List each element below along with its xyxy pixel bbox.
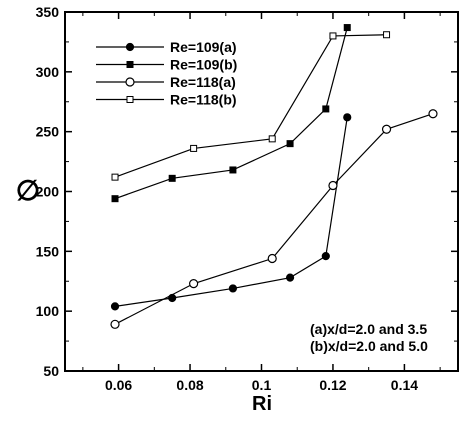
y-tick-label: 150: [36, 243, 60, 259]
legend-label: Re=118(a): [170, 74, 236, 90]
legend-item: Re=118(b): [96, 92, 237, 108]
data-point: [110, 319, 120, 329]
y-tick-label: 200: [36, 184, 60, 200]
y-tick-label: 300: [36, 64, 60, 80]
legend-label: Re=109(b): [170, 57, 237, 73]
data-point: [321, 252, 330, 261]
legend-marker: [126, 61, 134, 68]
legend-item: Re=109(b): [96, 57, 237, 73]
series-line: [114, 117, 348, 307]
annotation-text: (b)x/d=2.0 and 5.0: [310, 338, 428, 354]
x-tick-label: 0.1: [252, 377, 272, 393]
series-line: [114, 113, 434, 325]
data-point: [111, 195, 119, 203]
data-point: [381, 124, 392, 134]
legend-marker: [125, 42, 135, 52]
y-tick-label: 50: [43, 363, 59, 379]
y-axis-title: ∅: [16, 175, 40, 206]
y-tick-label: 250: [36, 124, 60, 140]
data-point: [285, 273, 295, 282]
data-point: [329, 32, 337, 40]
legend-marker: [126, 96, 134, 103]
series-2: [111, 24, 351, 203]
series-3: [110, 109, 438, 329]
series-line: [114, 27, 348, 200]
data-point: [189, 279, 199, 289]
legend-marker: [125, 77, 135, 87]
data-point: [328, 180, 338, 191]
series-1: [110, 113, 352, 311]
legend-item: Re=118(a): [96, 74, 236, 90]
legend-item: Re=109(a): [96, 39, 237, 55]
annotation-text: (a)x/d=2.0 and 3.5: [310, 321, 427, 337]
data-point: [343, 113, 352, 122]
plot-area-border: [64, 11, 459, 372]
y-tick-label: 100: [36, 303, 60, 319]
legend-label: Re=109(a): [170, 39, 237, 55]
data-point: [322, 105, 330, 113]
data-point: [111, 173, 119, 181]
legend-label: Re=118(b): [170, 92, 237, 108]
x-axis-title: Ri: [252, 393, 272, 415]
data-point: [190, 144, 198, 152]
x-tick-label: 0.08: [176, 377, 203, 393]
series-layer: [110, 24, 438, 329]
series-4: [111, 31, 391, 181]
data-point: [267, 253, 277, 264]
data-point: [343, 24, 351, 32]
annotations: (a)x/d=2.0 and 3.5(b)x/d=2.0 and 5.0: [310, 321, 428, 354]
y-tick-label: 350: [36, 4, 60, 20]
data-point: [268, 135, 276, 143]
data-point: [383, 31, 391, 39]
x-axis: 0.06 0.08 0.1 0.12 0.14: [82, 12, 441, 393]
data-point: [428, 109, 438, 119]
x-tick-label: 0.14: [391, 377, 418, 393]
plot-frame: [64, 11, 459, 372]
y-axis: 50 100 150 200 250 300 350: [36, 4, 458, 379]
legend: Re=109(a) Re=109(b)Re=118(a) Re=118(b): [96, 39, 237, 108]
data-point: [228, 284, 238, 293]
data-point: [229, 166, 237, 174]
data-point: [168, 174, 176, 182]
series-line: [114, 34, 387, 178]
data-point: [110, 302, 120, 311]
x-tick-label: 0.12: [319, 377, 346, 393]
x-tick-label: 0.06: [105, 377, 132, 393]
data-point: [286, 140, 294, 148]
